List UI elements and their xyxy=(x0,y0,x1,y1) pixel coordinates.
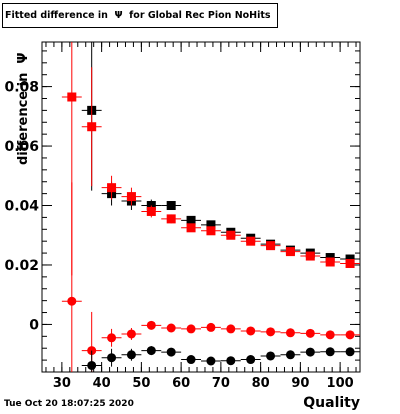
data-point xyxy=(246,326,256,336)
x-tick-label: 100 xyxy=(327,376,354,391)
data-point xyxy=(345,330,355,340)
x-tick-label: 80 xyxy=(252,376,270,391)
data-point xyxy=(246,236,256,246)
data-point xyxy=(206,356,216,366)
x-tick-label: 50 xyxy=(132,376,150,391)
y-tick-label: 0.04 xyxy=(4,199,39,215)
data-point xyxy=(325,347,335,357)
data-point xyxy=(285,247,295,257)
x-tick-label: 40 xyxy=(93,376,111,391)
data-point xyxy=(126,350,136,360)
data-point xyxy=(166,323,176,333)
y-tick-label: 0.06 xyxy=(4,139,39,155)
data-point xyxy=(345,347,355,357)
data-point xyxy=(67,296,77,306)
data-point xyxy=(266,241,276,251)
x-tick-label: 90 xyxy=(291,376,309,391)
data-point xyxy=(206,322,216,332)
data-point xyxy=(186,223,196,233)
x-tick-label: 70 xyxy=(212,376,230,391)
data-point xyxy=(166,214,176,224)
y-tick-label: 0.02 xyxy=(4,258,39,274)
data-point xyxy=(226,324,236,334)
data-point xyxy=(67,92,77,102)
data-point xyxy=(166,347,176,357)
data-point xyxy=(305,347,315,357)
data-point xyxy=(87,122,97,132)
plot-frame xyxy=(41,41,361,373)
data-point xyxy=(206,226,216,236)
data-point xyxy=(345,258,355,268)
data-point xyxy=(206,220,216,230)
data-point xyxy=(107,183,117,193)
data-point xyxy=(126,192,136,202)
data-point xyxy=(226,356,236,366)
data-point xyxy=(126,329,136,339)
data-point xyxy=(325,330,335,340)
x-tick-label: 30 xyxy=(53,376,71,391)
footer-date: Tue Oct 20 18:07:25 2020 xyxy=(4,399,134,409)
y-tick-label: 0 xyxy=(29,317,39,333)
data-point xyxy=(186,324,196,334)
chart-title: Fitted difference in Ψ for Global Rec Pi… xyxy=(2,3,278,28)
data-point xyxy=(186,215,196,225)
data-point xyxy=(107,333,117,343)
data-point xyxy=(87,360,97,370)
x-axis-title: Quality xyxy=(303,395,360,411)
data-point xyxy=(266,351,276,361)
y-axis-title: difference in Ψ xyxy=(16,52,31,165)
data-point xyxy=(166,201,176,211)
data-point xyxy=(246,355,256,365)
data-point xyxy=(107,353,117,363)
data-point xyxy=(146,346,156,356)
data-point xyxy=(146,206,156,216)
data-point xyxy=(186,355,196,365)
data-point xyxy=(305,328,315,338)
x-tick-label: 60 xyxy=(172,376,190,391)
data-point xyxy=(325,257,335,267)
y-tick-label: 0.08 xyxy=(4,80,39,96)
data-point xyxy=(146,320,156,330)
data-point xyxy=(226,230,236,240)
data-point xyxy=(305,251,315,261)
data-point xyxy=(285,350,295,360)
data-point xyxy=(266,327,276,337)
data-point xyxy=(285,328,295,338)
